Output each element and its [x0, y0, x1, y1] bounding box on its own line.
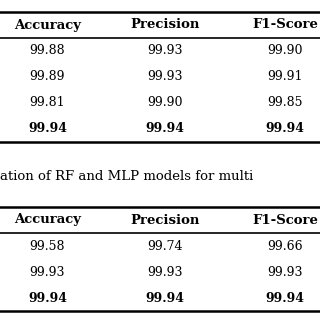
Text: Precision: Precision: [130, 19, 200, 31]
Text: 99.94: 99.94: [146, 292, 185, 305]
Text: Accuracy: Accuracy: [14, 19, 81, 31]
Text: 99.93: 99.93: [30, 266, 65, 278]
Text: 99.93: 99.93: [147, 266, 183, 278]
Text: F1-Score: F1-Score: [252, 19, 318, 31]
Text: 99.93: 99.93: [147, 44, 183, 58]
Text: 99.93: 99.93: [267, 266, 303, 278]
Text: 99.94: 99.94: [28, 292, 67, 305]
Text: 99.90: 99.90: [147, 97, 183, 109]
Text: Precision: Precision: [130, 213, 200, 227]
Text: 99.88: 99.88: [30, 44, 65, 58]
Text: ation of RF and MLP models for multi: ation of RF and MLP models for multi: [0, 171, 253, 183]
Text: 99.66: 99.66: [267, 239, 303, 252]
Text: 99.81: 99.81: [30, 97, 65, 109]
Text: 99.94: 99.94: [266, 123, 305, 135]
Text: 99.94: 99.94: [146, 123, 185, 135]
Text: 99.91: 99.91: [267, 70, 303, 84]
Text: 99.89: 99.89: [30, 70, 65, 84]
Text: 99.93: 99.93: [147, 70, 183, 84]
Text: F1-Score: F1-Score: [252, 213, 318, 227]
Text: Accuracy: Accuracy: [14, 213, 81, 227]
Text: 99.94: 99.94: [266, 292, 305, 305]
Text: 99.58: 99.58: [30, 239, 65, 252]
Text: 99.74: 99.74: [147, 239, 183, 252]
Text: 99.90: 99.90: [267, 44, 303, 58]
Text: 99.85: 99.85: [267, 97, 303, 109]
Text: 99.94: 99.94: [28, 123, 67, 135]
